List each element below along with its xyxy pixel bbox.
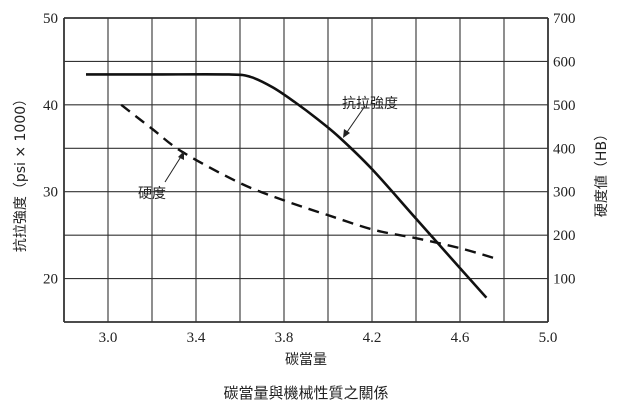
tensile-arrowhead	[343, 129, 350, 138]
chart-title: 碳當量與機械性質之關係	[223, 384, 388, 402]
tensile-annotation-arrow	[344, 105, 366, 136]
left-y-tick-labels: 50 40 30 20	[43, 11, 58, 288]
x-tick-label: 4.2	[363, 330, 382, 346]
x-tick-labels: 3.0 3.4 3.8 4.2 4.6 5.0	[99, 330, 558, 346]
x-tick-label: 3.8	[275, 330, 294, 346]
left-y-tick-label: 30	[43, 185, 58, 201]
left-y-tick-label: 20	[43, 272, 58, 288]
hardness-annotation-label: 硬度	[138, 186, 166, 202]
right-y-tick-labels: 700 600 500 400 300 200 100	[553, 11, 576, 288]
x-axis-label: 碳當量	[285, 352, 327, 368]
left-y-tick-label: 40	[43, 98, 58, 114]
right-y-tick-label: 600	[553, 54, 576, 70]
right-y-tick-label: 300	[553, 185, 576, 201]
left-axis-label: 抗拉強度（psi × 1000）	[13, 92, 29, 252]
left-y-tick-label: 50	[43, 11, 58, 27]
x-tick-label: 5.0	[539, 330, 558, 346]
x-tick-label: 3.4	[187, 330, 206, 346]
right-y-tick-label: 700	[553, 11, 576, 27]
right-axis-label: 硬度値（HB）	[594, 127, 610, 217]
right-y-tick-label: 400	[553, 141, 576, 157]
grid	[63, 17, 549, 323]
hardness-arrowhead	[178, 151, 184, 160]
x-tick-label: 3.0	[99, 330, 118, 346]
tensile-strength-line	[85, 72, 488, 299]
tensile-annotation-label: 抗拉強度	[342, 96, 398, 112]
x-tick-label: 4.6	[451, 330, 470, 346]
series-group	[85, 72, 498, 299]
right-y-tick-label: 100	[553, 272, 576, 288]
right-y-tick-label: 500	[553, 98, 576, 114]
right-y-tick-label: 200	[553, 228, 576, 244]
hardness-annotation-arrow	[164, 154, 183, 183]
hardness-line	[120, 103, 498, 261]
